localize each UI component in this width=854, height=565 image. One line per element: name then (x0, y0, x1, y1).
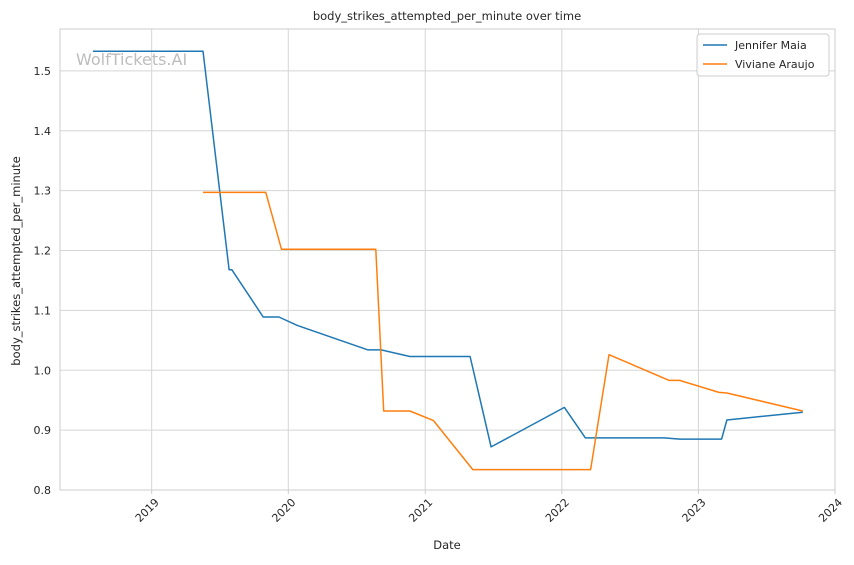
series-line-jennifer-maia (92, 50, 803, 448)
legend-box (696, 33, 830, 77)
x-tick-label: 2020 (269, 496, 298, 525)
chart-title: body_strikes_attempted_per_minute over t… (313, 9, 581, 23)
watermark-text: WolfTickets.AI (76, 50, 187, 69)
y-tick-label: 1.5 (34, 65, 52, 78)
y-tick-label: 0.9 (34, 424, 52, 437)
y-tick-label: 1.4 (34, 125, 52, 138)
series-lines (92, 50, 803, 471)
x-tick-label: 2023 (680, 496, 709, 525)
y-tick-label: 1.2 (34, 245, 52, 258)
axes: 0.8 0.9 1.0 1.1 1.2 1.3 1.4 1.5 2019 2020 2021 2022… (34, 28, 845, 525)
plot-frame (59, 28, 836, 491)
y-tick-label: 1.0 (34, 364, 52, 377)
y-tick-label: 1.3 (34, 185, 52, 198)
y-tick-label: 1.1 (34, 304, 52, 317)
x-axis-label: Date (433, 538, 461, 552)
legend-label: Viviane Araujo (735, 58, 815, 71)
grid-lines (60, 29, 836, 491)
x-tick-label: 2021 (406, 496, 435, 525)
y-axis-label: body_strikes_attempted_per_minute (9, 156, 23, 365)
x-tick-label: 2024 (816, 496, 845, 525)
legend: Jennifer Maia Viviane Araujo (696, 33, 830, 77)
x-tick-label: 2022 (543, 496, 572, 525)
series-line-viviane-araujo (203, 191, 803, 471)
legend-label: Jennifer Maia (734, 39, 807, 52)
x-tick-label: 2019 (133, 496, 162, 525)
y-tick-label: 0.8 (34, 484, 52, 497)
